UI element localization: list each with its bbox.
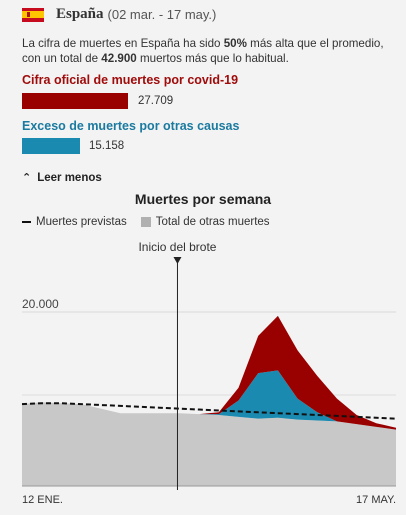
chevron-up-icon: ⌃ (22, 172, 32, 184)
outbreak-arrow-icon (173, 257, 182, 264)
chart-title: Muertes por semana (134, 191, 272, 207)
other-deaths-area (22, 402, 396, 486)
y-tick-label: 20.000 (22, 297, 59, 311)
legend-expected-label: Muertes previstas (36, 216, 127, 228)
summary-percent: 50% (223, 37, 247, 50)
spain-flag-icon (22, 7, 44, 22)
x-axis-end-label: 17 MAY. (356, 494, 396, 506)
read-less-label: Leer menos (37, 172, 102, 184)
covid-deaths-area (22, 315, 396, 430)
chart-legend: Muertes previstas Total de otras muertes (22, 216, 270, 228)
legend-other-label: Total de otras muertes (155, 216, 270, 228)
gray-square-legend-icon (140, 217, 151, 227)
expected-deaths-line (21, 402, 397, 420)
summary-text: La cifra de muertes en España ha sido 50… (22, 37, 384, 65)
summary-total: 42.900 (101, 52, 137, 65)
read-less-toggle[interactable]: ⌃ Leer menos (22, 171, 102, 184)
covid-deaths-bar (22, 93, 128, 109)
date-range: (02 mar. - 17 may.) (107, 7, 217, 22)
excess-deaths-value: 15.158 (89, 140, 125, 152)
excess-deaths-bar (22, 138, 80, 154)
covid-deaths-value: 27.709 (138, 95, 174, 107)
dashed-line-legend-icon (22, 221, 31, 223)
header: España (02 mar. - 17 may.) (22, 6, 216, 23)
country-name: España (56, 6, 104, 22)
outbreak-label: Inicio del brote (138, 240, 216, 254)
covid-deaths-label: Cifra oficial de muertes por covid-19 (22, 73, 239, 87)
x-axis-start-label: 12 ENE. (22, 494, 63, 506)
excess-deaths-label: Exceso de muertes por otras causas (22, 119, 240, 133)
